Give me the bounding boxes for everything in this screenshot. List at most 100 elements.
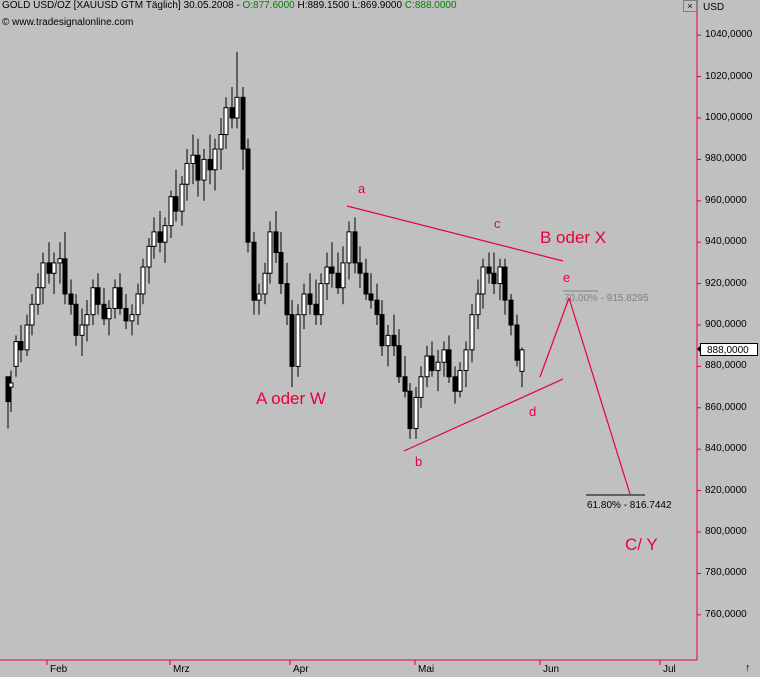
candle-body bbox=[469, 314, 475, 351]
close-value: C:888.0000 bbox=[404, 0, 457, 11]
source-credit: © www.tradesignalonline.com bbox=[2, 17, 134, 28]
y-tick-label: 900,0000 bbox=[705, 319, 747, 330]
wave-label-c-y: C/ Y bbox=[625, 535, 658, 554]
candle-body bbox=[201, 158, 207, 181]
x-tick-label: Jul bbox=[663, 664, 676, 675]
candle-body bbox=[35, 287, 41, 305]
candle-body bbox=[5, 376, 11, 403]
candle-body bbox=[502, 266, 508, 301]
candle-body bbox=[106, 307, 112, 320]
candle-body bbox=[402, 376, 408, 392]
candle-body bbox=[346, 231, 352, 264]
candle-body bbox=[435, 361, 441, 372]
candle-body bbox=[179, 183, 185, 212]
candle-body bbox=[267, 231, 273, 274]
candle-body bbox=[418, 376, 424, 398]
candle-body bbox=[8, 382, 14, 388]
candle-body bbox=[101, 303, 107, 320]
candle-body bbox=[229, 107, 235, 119]
wave-label-e: e bbox=[563, 270, 571, 285]
y-tick-label: 780,0000 bbox=[705, 567, 747, 579]
candle-body bbox=[57, 258, 63, 264]
candle-body bbox=[140, 266, 146, 295]
wave-label-c: c bbox=[494, 216, 501, 231]
candle-body bbox=[396, 345, 402, 378]
candle-body bbox=[46, 262, 52, 274]
wave-label-b-oder-x: B oder X bbox=[540, 228, 607, 247]
candle-body bbox=[40, 262, 46, 289]
candle-body bbox=[352, 231, 358, 264]
candle-body bbox=[374, 299, 380, 316]
candle-body bbox=[18, 341, 24, 351]
wave-c-down-line bbox=[568, 297, 631, 495]
candle-body bbox=[24, 324, 30, 351]
y-tick-label: 960,0000 bbox=[705, 194, 747, 206]
candle-body bbox=[284, 283, 290, 316]
candle-body bbox=[135, 293, 141, 316]
candle-body bbox=[429, 355, 435, 372]
y-tick-label: 940,0000 bbox=[705, 236, 747, 248]
candle-body bbox=[212, 148, 218, 171]
candle-body bbox=[218, 134, 224, 150]
candle-body bbox=[407, 390, 413, 429]
candle-body bbox=[173, 196, 179, 212]
candle-body bbox=[480, 266, 486, 295]
x-tick-label: Apr bbox=[293, 664, 309, 675]
scroll-up-arrow-icon[interactable]: ↑ bbox=[745, 662, 751, 674]
fib-level-618: 61.80% - 816.7442 bbox=[587, 500, 672, 511]
low-value: L:869.9000 bbox=[352, 0, 403, 11]
candle-body bbox=[240, 96, 246, 150]
candle-body bbox=[278, 252, 284, 285]
high-value: H:889.1500 bbox=[297, 0, 350, 11]
candle-body bbox=[363, 272, 369, 295]
candle-body bbox=[95, 287, 101, 305]
instrument-title: GOLD USD/OZ [XAUUSD GTM Täglich] 30.05.2… bbox=[2, 0, 240, 11]
x-tick-label: Jun bbox=[543, 664, 560, 675]
candle-body bbox=[162, 225, 168, 243]
candle-body bbox=[289, 314, 295, 367]
candle-body bbox=[324, 266, 330, 285]
candle-body bbox=[368, 293, 374, 301]
y-tick-label: 980,0000 bbox=[705, 153, 747, 165]
candle-body bbox=[90, 287, 96, 316]
candle-body bbox=[475, 293, 481, 316]
wave-label-a: a bbox=[358, 181, 366, 196]
candle-body bbox=[519, 349, 525, 372]
candle-body bbox=[84, 314, 90, 326]
x-tick-label: Feb bbox=[50, 664, 68, 675]
wave-label-d: d bbox=[529, 404, 537, 419]
open-value: O:877.6000 bbox=[242, 0, 295, 11]
candle-body bbox=[457, 370, 463, 392]
candle-body bbox=[301, 293, 307, 316]
close-icon[interactable]: × bbox=[683, 0, 697, 12]
chart-header: GOLD USD/OZ [XAUUSD GTM Täglich] 30.05.2… bbox=[2, 0, 457, 11]
candle-body bbox=[413, 396, 419, 430]
x-tick-label: Mrz bbox=[173, 664, 190, 675]
candle-body bbox=[491, 272, 497, 285]
fib-level-70: 70.00% - 915.8295 bbox=[564, 293, 649, 304]
candle-body bbox=[508, 299, 514, 326]
candle-body bbox=[385, 334, 391, 347]
candle-body bbox=[129, 314, 135, 322]
candle-body bbox=[329, 266, 335, 274]
y-tick-label: 860,0000 bbox=[705, 401, 747, 413]
x-tick-label: Mai bbox=[418, 664, 435, 675]
candle-body bbox=[273, 231, 279, 254]
y-tick-label: 1000,0000 bbox=[705, 112, 753, 123]
candle-body bbox=[79, 324, 85, 336]
candle-body bbox=[73, 303, 79, 336]
candle-body bbox=[168, 196, 174, 227]
triangle-lower-line bbox=[403, 378, 564, 452]
wave-e-up-line bbox=[539, 297, 570, 378]
candle-body bbox=[463, 349, 469, 372]
candle-body bbox=[340, 262, 346, 289]
candle-body bbox=[424, 355, 430, 378]
wave-label-b: b bbox=[415, 454, 423, 469]
candle-body bbox=[207, 158, 213, 171]
y-tick-label: 840,0000 bbox=[705, 443, 747, 455]
candle-body bbox=[514, 324, 520, 361]
candle-body bbox=[29, 303, 35, 326]
candle-body bbox=[307, 293, 313, 305]
candle-body bbox=[313, 303, 319, 316]
